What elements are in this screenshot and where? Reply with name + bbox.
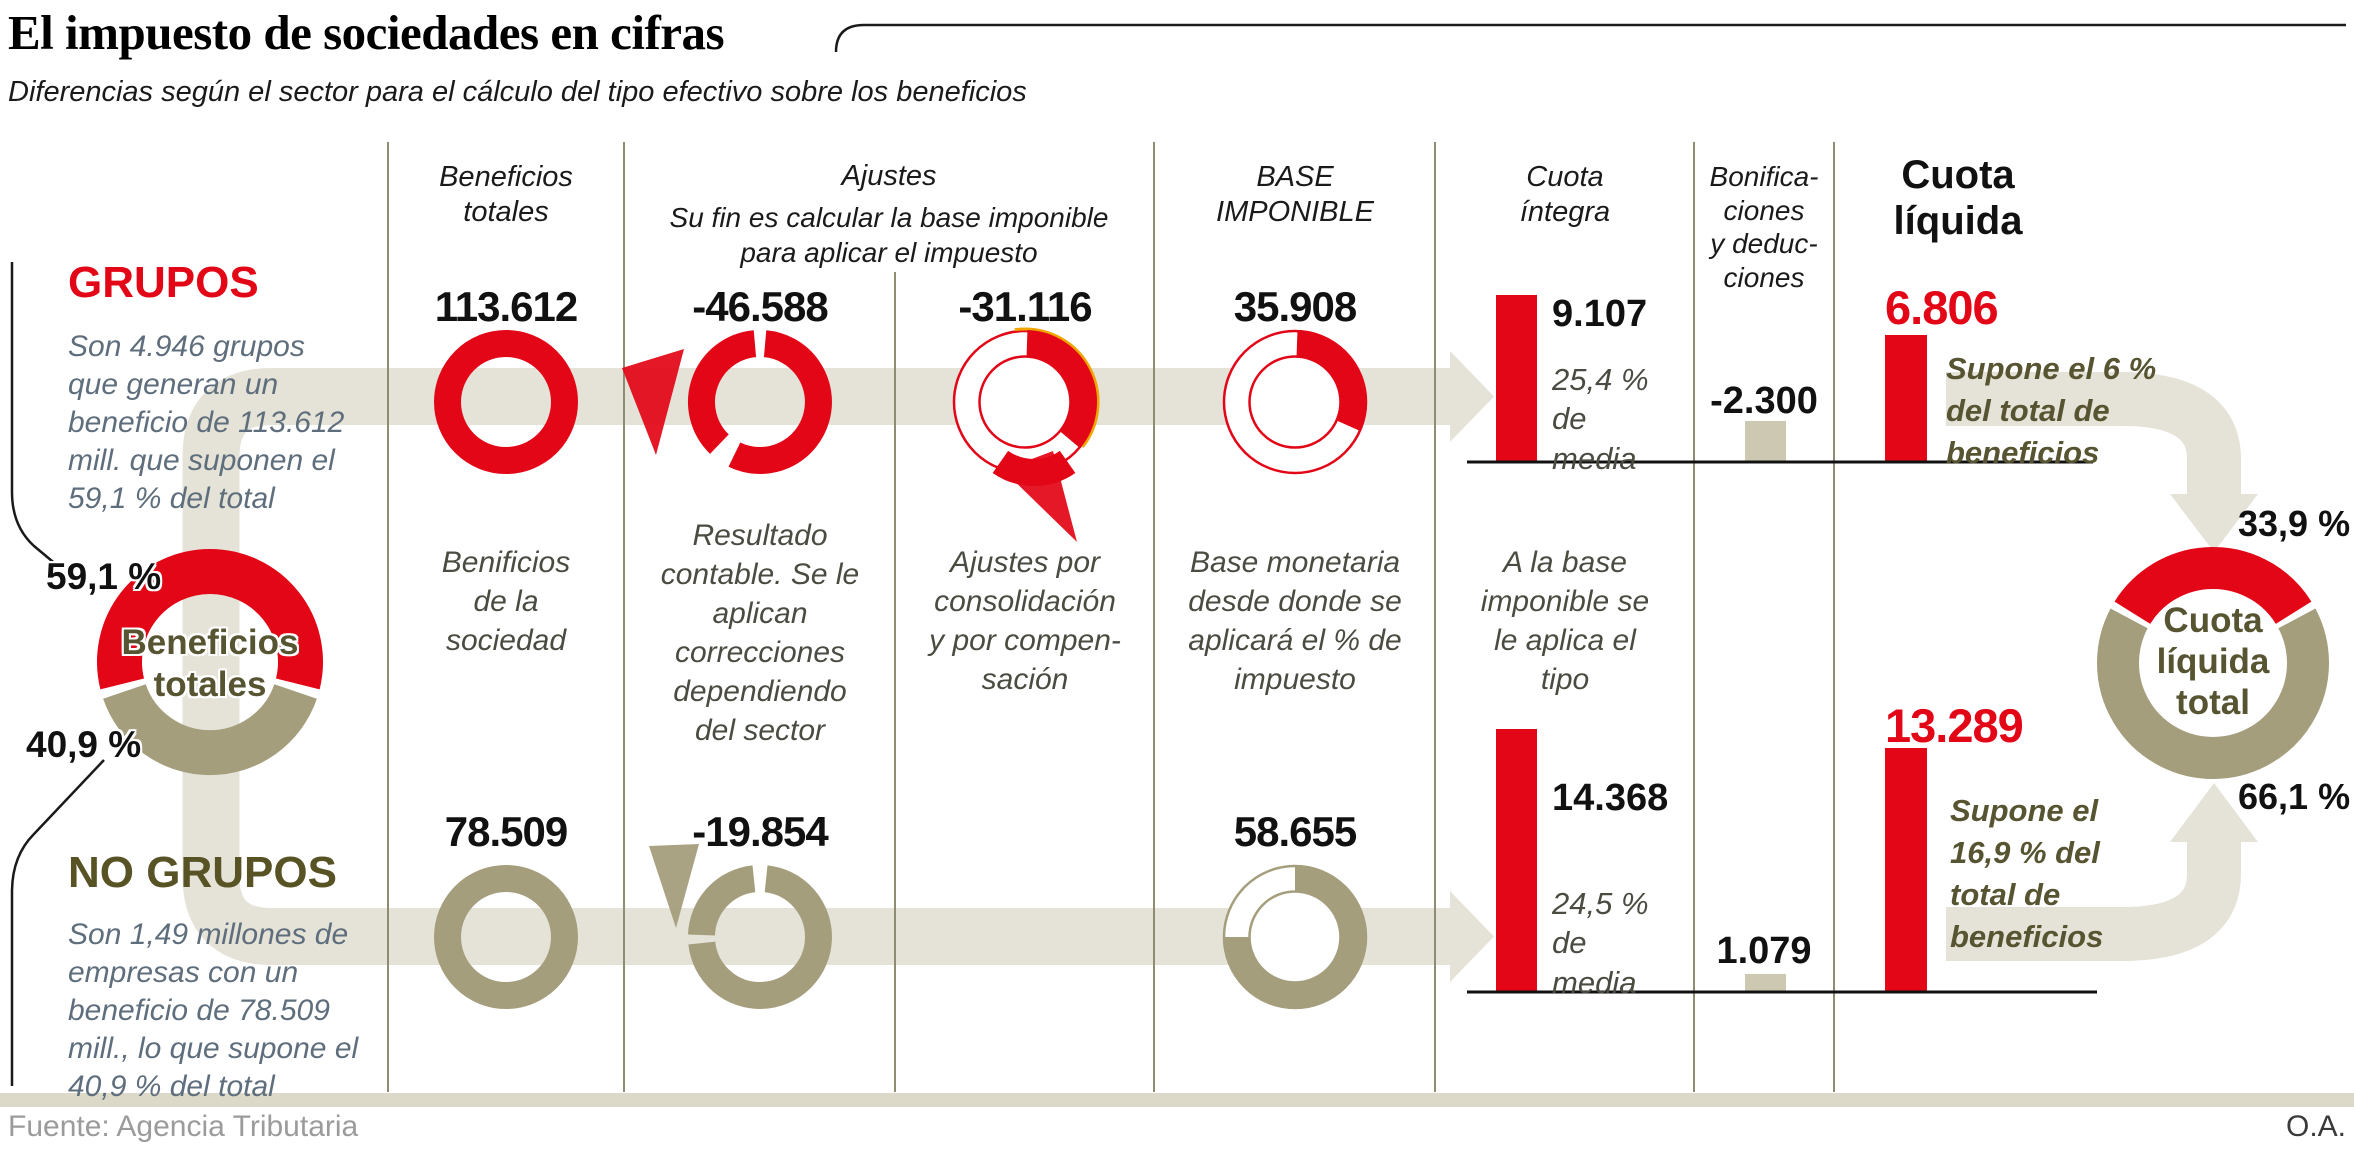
grupos-share-beneficios: 59,1 %: [46, 556, 162, 597]
grupos-value-ajuste-consolidacion: -31.116: [958, 283, 1092, 330]
no-grupos-value-ajuste-contable: -19.854: [692, 808, 828, 855]
grupos-value-bonificaciones: -2.300: [1710, 380, 1818, 422]
grupos-description: Son 4.946 grupos que generan un benefici…: [68, 330, 345, 516]
grupos-tipo-medio: 25,4 % de media: [1552, 362, 1649, 476]
flow-description-resultado: Resultado contable. Se le aplican correc…: [660, 519, 860, 747]
flow-description-tipo: A la base imponible se le aplica el tipo: [1480, 546, 1650, 696]
flow-arrow-grupos: [1450, 351, 1494, 442]
no-grupos-cuota-nota: Supone el 16,9 % del total de beneficios: [1950, 793, 2104, 954]
donut-ajuste-contable-no-grupos: [649, 844, 832, 1009]
bar-cuota-integra-no-grupos: [1496, 729, 1537, 992]
donut-cuota-liquida-total: [2097, 547, 2329, 779]
footer-credit: O.A.: [2285, 1110, 2346, 1143]
column-header-ajustes: Ajustes: [841, 160, 937, 192]
bar-cuota-integra-grupos: [1496, 295, 1537, 462]
grupos-value-base-imponible: 35.908: [1233, 283, 1357, 330]
no-grupos-bracket-line: [10, 759, 105, 1086]
no-grupos-value-cuota-integra: 14.368: [1552, 777, 1669, 819]
grupos-value-cuota-liquida: 6.806: [1885, 281, 1999, 334]
khaki-arrow-out-icon: [649, 844, 699, 928]
page-subtitle: Diferencias según el sector para el cálc…: [8, 76, 1027, 108]
flow-arrow-grupos-to-total: [1946, 372, 2258, 552]
grupos-value-ajuste-contable: -46.588: [692, 283, 828, 330]
column-subheader-ajustes: Su fin es calcular la base imponible par…: [669, 202, 1109, 268]
no-grupos-value-cuota-liquida: 13.289: [1885, 699, 2024, 752]
donut-base-imponible-grupos: [1222, 329, 1368, 475]
donut-base-imponible-no-grupos: [1222, 864, 1368, 1010]
bracket-lines: [10, 23, 2346, 1086]
no-grupos-share-cuota: 66,1 %: [2238, 776, 2351, 817]
red-arrow-down-icon: [1003, 451, 1077, 542]
bar-cuota-liquida-no-grupos: [1885, 748, 1927, 992]
no-grupos-value-base-imponible: 58.655: [1233, 808, 1357, 855]
flow-description-base: Base monetaria desde donde se aplicará e…: [1188, 546, 1402, 696]
donut-ajuste-consolidacion-grupos: [952, 327, 1100, 542]
grupos-value-beneficios: 113.612: [434, 283, 579, 330]
no-grupos-share-beneficios: 40,9 %: [26, 724, 142, 765]
column-header-bonificaciones: Bonifica- ciones y deduc- ciones: [1709, 161, 1819, 293]
donut-ajuste-contable-grupos: [622, 330, 832, 474]
no-grupos-value-beneficios: 78.509: [444, 808, 568, 855]
no-grupos-value-bonificaciones: 1.079: [1716, 930, 1812, 972]
title-bracket-line: [834, 23, 2346, 53]
no-grupos-label: NO GRUPOS: [68, 848, 337, 897]
grupos-label: GRUPOS: [68, 258, 259, 307]
donut-beneficios-no-grupos: [434, 865, 578, 1009]
bar-charts: [1467, 295, 2097, 994]
bar-cuota-liquida-grupos: [1885, 335, 1927, 462]
bar-bonificaciones-no-grupos: [1745, 974, 1786, 992]
donut-label-cuota-liquida-total: Cuota líquida total: [2156, 601, 2270, 722]
flow-arrow-no-grupos-to-total: [1946, 783, 2258, 961]
donut-beneficios-grupos: [434, 330, 578, 474]
grupos-cuota-nota: Supone el 6 % del total de beneficios: [1946, 351, 2157, 470]
donut-label-beneficios-totales: Beneficios totales: [121, 623, 299, 704]
no-grupos-description: Son 1,49 millones de empresas con un ben…: [68, 918, 359, 1104]
column-header-beneficios: Beneficios totales: [439, 161, 573, 228]
donut-beneficios-totales: [97, 548, 323, 776]
bar-bonificaciones-grupos: [1745, 421, 1786, 462]
flow-arrow-no-grupos: [1450, 891, 1494, 982]
column-separators: [387, 142, 1835, 1092]
footer-source: Fuente: Agencia Tributaria: [8, 1110, 359, 1143]
grupos-share-cuota: 33,9 %: [2238, 503, 2351, 544]
flow-band-c-shape: [182, 351, 1494, 982]
column-header-cuota-integra: Cuota íntegra: [1519, 161, 1611, 228]
grupos-value-cuota-integra: 9.107: [1552, 293, 1648, 335]
grupos-bracket-line: [10, 262, 59, 567]
page-title: El impuesto de sociedades en cifras: [8, 5, 725, 60]
column-header-base-imponible: BASE IMPONIBLE: [1216, 161, 1374, 228]
column-header-cuota-liquida: Cuota líquida: [1893, 153, 2023, 243]
no-grupos-tipo-medio: 24,5 % de media: [1552, 886, 1649, 1000]
red-arrow-out-icon: [622, 349, 684, 455]
footer-divider-bar: [0, 1093, 2354, 1107]
flow-description-beneficios: Benificios de la sociedad: [441, 546, 571, 657]
flow-description-consolidacion: Ajustes por consolidación y por compen- …: [929, 546, 1121, 696]
